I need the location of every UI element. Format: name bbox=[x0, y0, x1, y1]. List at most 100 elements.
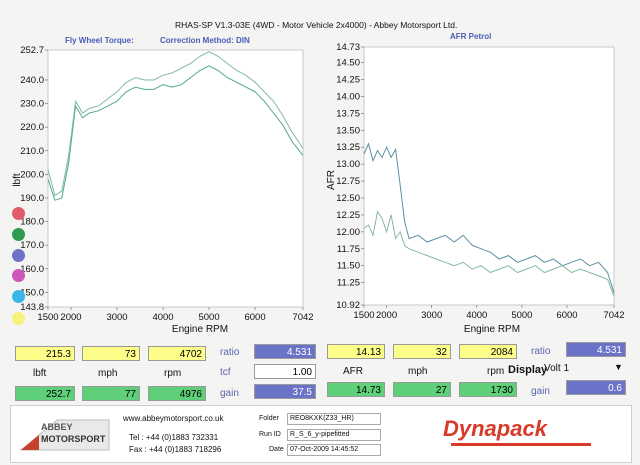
torque-chart: 252.7 240.0 230.0 220.0 210.0 200.0 190.0 180.0… bbox=[12, 45, 314, 335]
website-link[interactable]: www.abbeymotorsport.co.uk bbox=[123, 414, 224, 423]
tq-y-tick-label: 190.0 bbox=[20, 193, 44, 204]
tq-y-tick-label: 230.0 bbox=[20, 99, 44, 110]
afr-x-ticks: 1500 2000 3000 4000 5000 6000 7042 bbox=[353, 305, 625, 321]
afr-max-rpm: 1730 bbox=[459, 382, 517, 397]
torque-series bbox=[47, 51, 304, 201]
legend-dot-blue[interactable] bbox=[12, 249, 25, 262]
torque-cursor-rpm: 4702 bbox=[148, 346, 206, 361]
dynapack-logo: Dynapack bbox=[443, 416, 547, 441]
afr-cursor-rpm: 2084 bbox=[459, 344, 517, 359]
tq-y-tick-label: 160.0 bbox=[20, 264, 44, 275]
tq-y-tick-label: 220.0 bbox=[20, 122, 44, 133]
afr-rpm-label: rpm bbox=[487, 366, 505, 377]
afr-cursor-value: 14.13 bbox=[327, 344, 385, 359]
legend-dot-yellow[interactable] bbox=[12, 312, 25, 325]
torque-grid bbox=[47, 49, 304, 308]
afr-x-tick-label: 4000 bbox=[466, 310, 487, 321]
torque-cursor-value: 215.3 bbox=[15, 346, 75, 361]
afr-y-tick-label: 12.00 bbox=[336, 227, 360, 238]
tq-x-tick-label: 1500 bbox=[37, 312, 58, 323]
torque-panel-title: Fly Wheel Torque: bbox=[65, 36, 134, 45]
tq-x-tick-label: 2000 bbox=[60, 312, 81, 323]
torque-x-axis-label: Engine RPM bbox=[172, 324, 228, 335]
dynapack-underline bbox=[451, 443, 591, 446]
afr-y-tick-label: 13.75 bbox=[336, 108, 360, 119]
gain-value[interactable]: 37.5 bbox=[254, 384, 316, 399]
afr-mph-label: mph bbox=[408, 366, 428, 377]
afr-y-tick-label: 14.25 bbox=[336, 75, 360, 86]
afr-y-tick-label: 13.25 bbox=[336, 142, 360, 153]
afr-max-mph: 27 bbox=[393, 382, 451, 397]
afr-gain-label: gain bbox=[531, 386, 550, 397]
afr-chart: 14.73 14.50 14.25 14.00 13.75 13.50 13.25 13.00… bbox=[326, 42, 625, 335]
tq-y-tick-label: 170.0 bbox=[20, 240, 44, 251]
tq-plot-area bbox=[47, 49, 304, 308]
afr-x-tick-label: 1500 bbox=[353, 310, 374, 321]
tq-series-line-1 bbox=[47, 65, 304, 201]
abbey-logo: ABBEY MOTORSPORT bbox=[17, 416, 112, 452]
afr-y-ticks: 14.73 14.50 14.25 14.00 13.75 13.50 13.25 13.00… bbox=[336, 42, 364, 311]
tq-x-tick-label: 4000 bbox=[152, 312, 173, 323]
tq-series-line-2 bbox=[47, 51, 304, 197]
tel-text: Tel : +44 (0)1883 732331 bbox=[129, 433, 219, 442]
folder-label: Folder bbox=[259, 415, 279, 422]
afr-series bbox=[363, 142, 615, 297]
display-select[interactable]: Volt 1 ▼ bbox=[544, 362, 628, 376]
tq-y-tick-label: 143.8 bbox=[20, 302, 44, 313]
ratio-value[interactable]: 4.531 bbox=[254, 344, 316, 359]
afr-y-tick-label: 14.73 bbox=[336, 42, 360, 53]
run-id-field[interactable]: R_S_6_y-pipefitted bbox=[287, 429, 381, 441]
logo-bottom-text: MOTORSPORT bbox=[41, 434, 106, 444]
mph-label: mph bbox=[98, 368, 118, 379]
tcf-value[interactable]: 1.00 bbox=[254, 364, 316, 379]
tcf-label: tcf bbox=[220, 367, 231, 378]
legend-dot-red[interactable] bbox=[12, 207, 25, 220]
tq-x-tick-label: 5000 bbox=[198, 312, 219, 323]
report-header: RHAS-SP V1.3-03E (4WD - Motor Vehicle 2x… bbox=[175, 20, 458, 30]
legend-dot-cyan[interactable] bbox=[12, 290, 25, 303]
rpm-label: rpm bbox=[164, 368, 182, 379]
afr-y-tick-label: 14.50 bbox=[336, 58, 360, 69]
tq-y-tick-label: 240.0 bbox=[20, 75, 44, 86]
afr-y-tick-label: 12.50 bbox=[336, 193, 360, 204]
afr-panel-title: AFR Petrol bbox=[450, 32, 492, 41]
torque-max-mph: 77 bbox=[82, 386, 140, 401]
tq-y-tick-label: 200.0 bbox=[20, 169, 44, 180]
afr-cursor-mph: 32 bbox=[393, 344, 451, 359]
tq-x-tick-label: 6000 bbox=[244, 312, 265, 323]
logo-top-text: ABBEY bbox=[41, 422, 73, 432]
afr-ratio-value[interactable]: 4.531 bbox=[566, 342, 626, 357]
afr-plot-area bbox=[363, 46, 615, 306]
legend-dot-magenta[interactable] bbox=[12, 269, 25, 282]
afr-y-tick-label: 12.75 bbox=[336, 176, 360, 187]
torque-cursor-mph: 73 bbox=[82, 346, 140, 361]
afr-y-tick-label: 11.50 bbox=[337, 261, 360, 272]
afr-y-tick-label: 13.50 bbox=[336, 125, 360, 136]
gain-label: gain bbox=[220, 388, 239, 399]
afr-x-tick-label: 7042 bbox=[603, 310, 624, 321]
afr-ratio-label: ratio bbox=[531, 346, 551, 357]
afr-x-tick-label: 2000 bbox=[376, 310, 397, 321]
afr-y-tick-label: 13.00 bbox=[336, 159, 360, 170]
tq-x-tick-label: 7042 bbox=[292, 312, 313, 323]
date-field: 07-Oct-2009 14:45:52 bbox=[287, 444, 381, 456]
date-label: Date bbox=[269, 446, 284, 453]
afr-max-value: 14.73 bbox=[327, 382, 385, 397]
torque-max-rpm: 4976 bbox=[148, 386, 206, 401]
legend-dot-green[interactable] bbox=[12, 228, 25, 241]
afr-series-line-2 bbox=[363, 210, 615, 297]
display-select-value: Volt 1 bbox=[544, 363, 570, 374]
fax-text: Fax : +44 (0)1883 718296 bbox=[129, 445, 222, 454]
run-id-label: Run ID bbox=[259, 431, 281, 438]
folder-field[interactable]: REO8KXK(Z33_HR) bbox=[287, 413, 381, 425]
afr-gain-value[interactable]: 0.6 bbox=[566, 380, 626, 395]
torque-y-ticks: 252.7 240.0 230.0 220.0 210.0 200.0 190.0 180.0… bbox=[20, 45, 48, 313]
torque-max-value: 252.7 bbox=[15, 386, 75, 401]
ratio-label: ratio bbox=[220, 347, 240, 358]
report-footer: ABBEY MOTORSPORT www.abbeymotorsport.co.… bbox=[10, 405, 632, 463]
afr-x-tick-label: 6000 bbox=[556, 310, 577, 321]
chevron-down-icon: ▼ bbox=[614, 362, 623, 372]
afr-x-tick-label: 3000 bbox=[421, 310, 442, 321]
afr-grid bbox=[363, 46, 615, 306]
afr-label: AFR bbox=[343, 366, 363, 377]
